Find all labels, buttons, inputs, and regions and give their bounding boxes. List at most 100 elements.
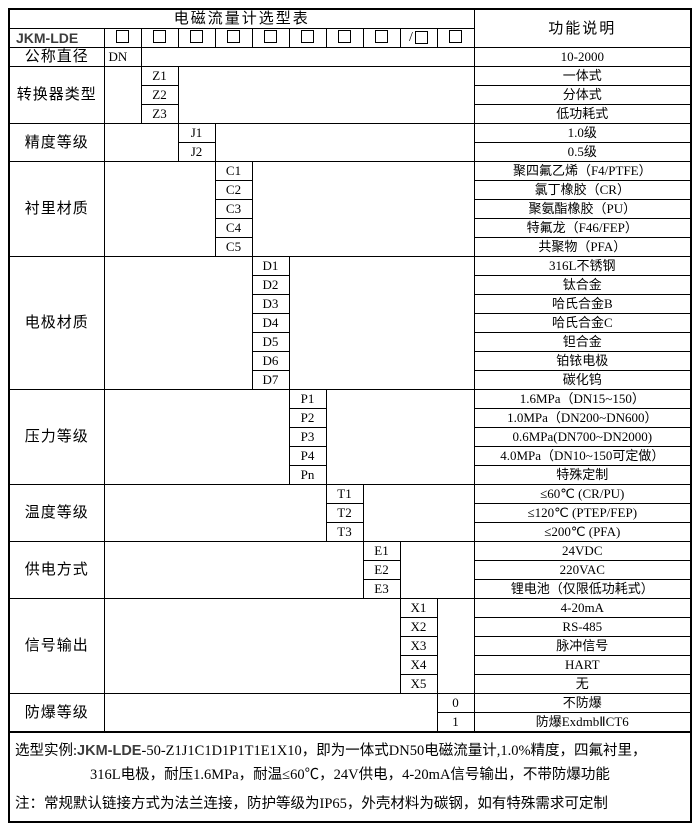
description-cell: ≤120℃ (PTEP/FEP) xyxy=(473,503,692,524)
code-cell: T3 xyxy=(325,522,364,543)
empty-cell xyxy=(103,541,364,600)
code-cell: P3 xyxy=(288,427,327,448)
description-cell: 1.6MPa（DN15~150） xyxy=(473,389,692,410)
description-cell: 特殊定制 xyxy=(473,465,692,486)
spec-row: J2 0.5级 xyxy=(9,142,692,163)
checkbox-cell xyxy=(436,27,475,49)
spec-row: 转换器类型 Z1 一体式 xyxy=(8,66,692,125)
code-cell: D7 xyxy=(251,370,290,391)
model-code-label: JKM-LDE xyxy=(8,27,105,49)
spec-row: 压力等级 P1 1.6MPa（DN15~150） xyxy=(8,389,692,486)
spec-row: 信号输出 X1 4-20mA xyxy=(8,598,692,695)
empty-cell xyxy=(399,541,475,600)
section-label: 信号输出 xyxy=(8,598,105,695)
description-cell: 聚氨酯橡胶（PU） xyxy=(473,199,692,220)
description-cell: 一体式 xyxy=(473,66,692,87)
empty-cell xyxy=(436,598,475,695)
checkbox-icon xyxy=(375,30,388,44)
description-cell: 哈氏合金C xyxy=(473,313,692,334)
empty-cell xyxy=(103,256,253,391)
checkbox-cell xyxy=(103,27,142,49)
section-label: 压力等级 xyxy=(8,389,105,486)
empty-cell xyxy=(288,256,475,391)
section-label: 公称直径 xyxy=(8,47,105,68)
code-cell: J2 xyxy=(177,142,216,163)
spec-row: Z3 低功耗式 xyxy=(9,104,692,125)
empty-cell xyxy=(140,47,475,68)
code-cell: E3 xyxy=(362,579,401,600)
code-cell: E2 xyxy=(362,560,401,581)
checkbox-cell xyxy=(251,27,290,49)
code-cell: T1 xyxy=(325,484,364,505)
spec-row: 1 防爆ExdmbⅡCT6 xyxy=(9,712,692,733)
description-cell: 钛合金 xyxy=(473,275,692,296)
table-title: 电磁流量计选型表 xyxy=(8,8,475,29)
empty-cell xyxy=(103,693,438,733)
description-cell: 脉冲信号 xyxy=(473,636,692,657)
selection-sheet: 电磁流量计选型表 功能说明 JKM-LDE / 公称直径 DN 10-2000 转换器类型 Z1… xyxy=(8,8,692,823)
code-cell: C2 xyxy=(214,180,253,201)
model-row: JKM-LDE / xyxy=(8,27,691,49)
spec-row: 精度等级 J1 1.0级 xyxy=(8,123,692,163)
section-label: 供电方式 xyxy=(8,541,105,600)
checkbox-icon xyxy=(338,30,351,44)
spec-row: D7 碳化钨 xyxy=(9,370,692,391)
code-cell: Pn xyxy=(288,465,327,486)
function-column-header: 功能说明 xyxy=(473,8,692,49)
example-description: -50-Z1J1C1D1P1T1E1X10，即为一体式DN50电磁流量计,1.0… xyxy=(141,743,647,760)
description-cell: 0.6MPa(DN700~DN2000) xyxy=(473,427,692,448)
checkbox-cell xyxy=(177,27,216,49)
slash-separator: / xyxy=(409,30,413,45)
code-cell: D1 xyxy=(251,256,290,277)
checkbox-icon xyxy=(301,30,314,44)
description-cell: 防爆ExdmbⅡCT6 xyxy=(473,712,692,733)
selection-example-line1: 选型实例:JKM-LDE-50-Z1J1C1D1P1T1E1X10，即为一体式D… xyxy=(15,739,685,763)
description-cell: 铂铱电极 xyxy=(473,351,692,372)
checkbox-icon xyxy=(449,30,463,44)
code-cell: 1 xyxy=(436,712,475,733)
spec-row: 电极材质 D1 316L不锈钢 xyxy=(8,256,692,391)
spec-row: C2 氯丁橡胶（CR） xyxy=(9,180,692,201)
code-cell: P4 xyxy=(288,446,327,467)
description-cell: HART xyxy=(473,655,692,676)
section-label: 转换器类型 xyxy=(8,66,105,125)
checkbox-cell xyxy=(288,27,327,49)
spec-row: E2 220VAC xyxy=(9,560,692,581)
checkbox-cell xyxy=(140,27,179,49)
spec-row: Z2 分体式 xyxy=(9,85,692,106)
description-cell: 氯丁橡胶（CR） xyxy=(473,180,692,201)
code-cell: C4 xyxy=(214,218,253,239)
description-cell: ≤60℃ (CR/PU) xyxy=(473,484,692,505)
selection-table: 电磁流量计选型表 功能说明 JKM-LDE / 公称直径 DN 10-2000 转换器类型 Z1… xyxy=(8,8,692,734)
description-cell: 碳化钨 xyxy=(473,370,692,391)
code-cell: DN xyxy=(103,47,142,68)
checkbox-cell: / xyxy=(399,27,438,49)
section-label: 温度等级 xyxy=(8,484,105,543)
empty-cell xyxy=(103,161,216,258)
example-prefix: 选型实例: xyxy=(15,743,78,760)
code-cell: Z3 xyxy=(140,104,179,125)
empty-cell xyxy=(251,161,475,258)
code-cell: D6 xyxy=(251,351,290,372)
empty-cell xyxy=(103,389,290,486)
spec-row: C5 共聚物（PFA） xyxy=(9,237,692,258)
empty-cell xyxy=(103,123,179,163)
checkbox-icon xyxy=(116,30,129,44)
description-cell: 1.0MPa（DN200~DN600） xyxy=(473,408,692,429)
spec-row: T2 ≤120℃ (PTEP/FEP) xyxy=(9,503,692,524)
checkbox-icon xyxy=(227,30,240,44)
empty-cell xyxy=(214,123,475,163)
description-cell: 220VAC xyxy=(473,560,692,581)
description-cell: 4-20mA xyxy=(473,598,692,619)
selection-example-line2: 316L电极，耐压1.6MPa，耐温≤60℃，24V供电，4-20mA信号输出，… xyxy=(90,767,610,784)
checkbox-icon xyxy=(153,30,166,44)
description-cell: 共聚物（PFA） xyxy=(473,237,692,258)
code-cell: P2 xyxy=(288,408,327,429)
checkbox-cell xyxy=(362,27,401,49)
checkbox-cell xyxy=(214,27,253,49)
description-cell: 分体式 xyxy=(473,85,692,106)
code-cell: D2 xyxy=(251,275,290,296)
spec-row: D6 铂铱电极 xyxy=(9,351,692,372)
code-cell: C3 xyxy=(214,199,253,220)
spec-row: 温度等级 T1 ≤60℃ (CR/PU) xyxy=(8,484,692,543)
